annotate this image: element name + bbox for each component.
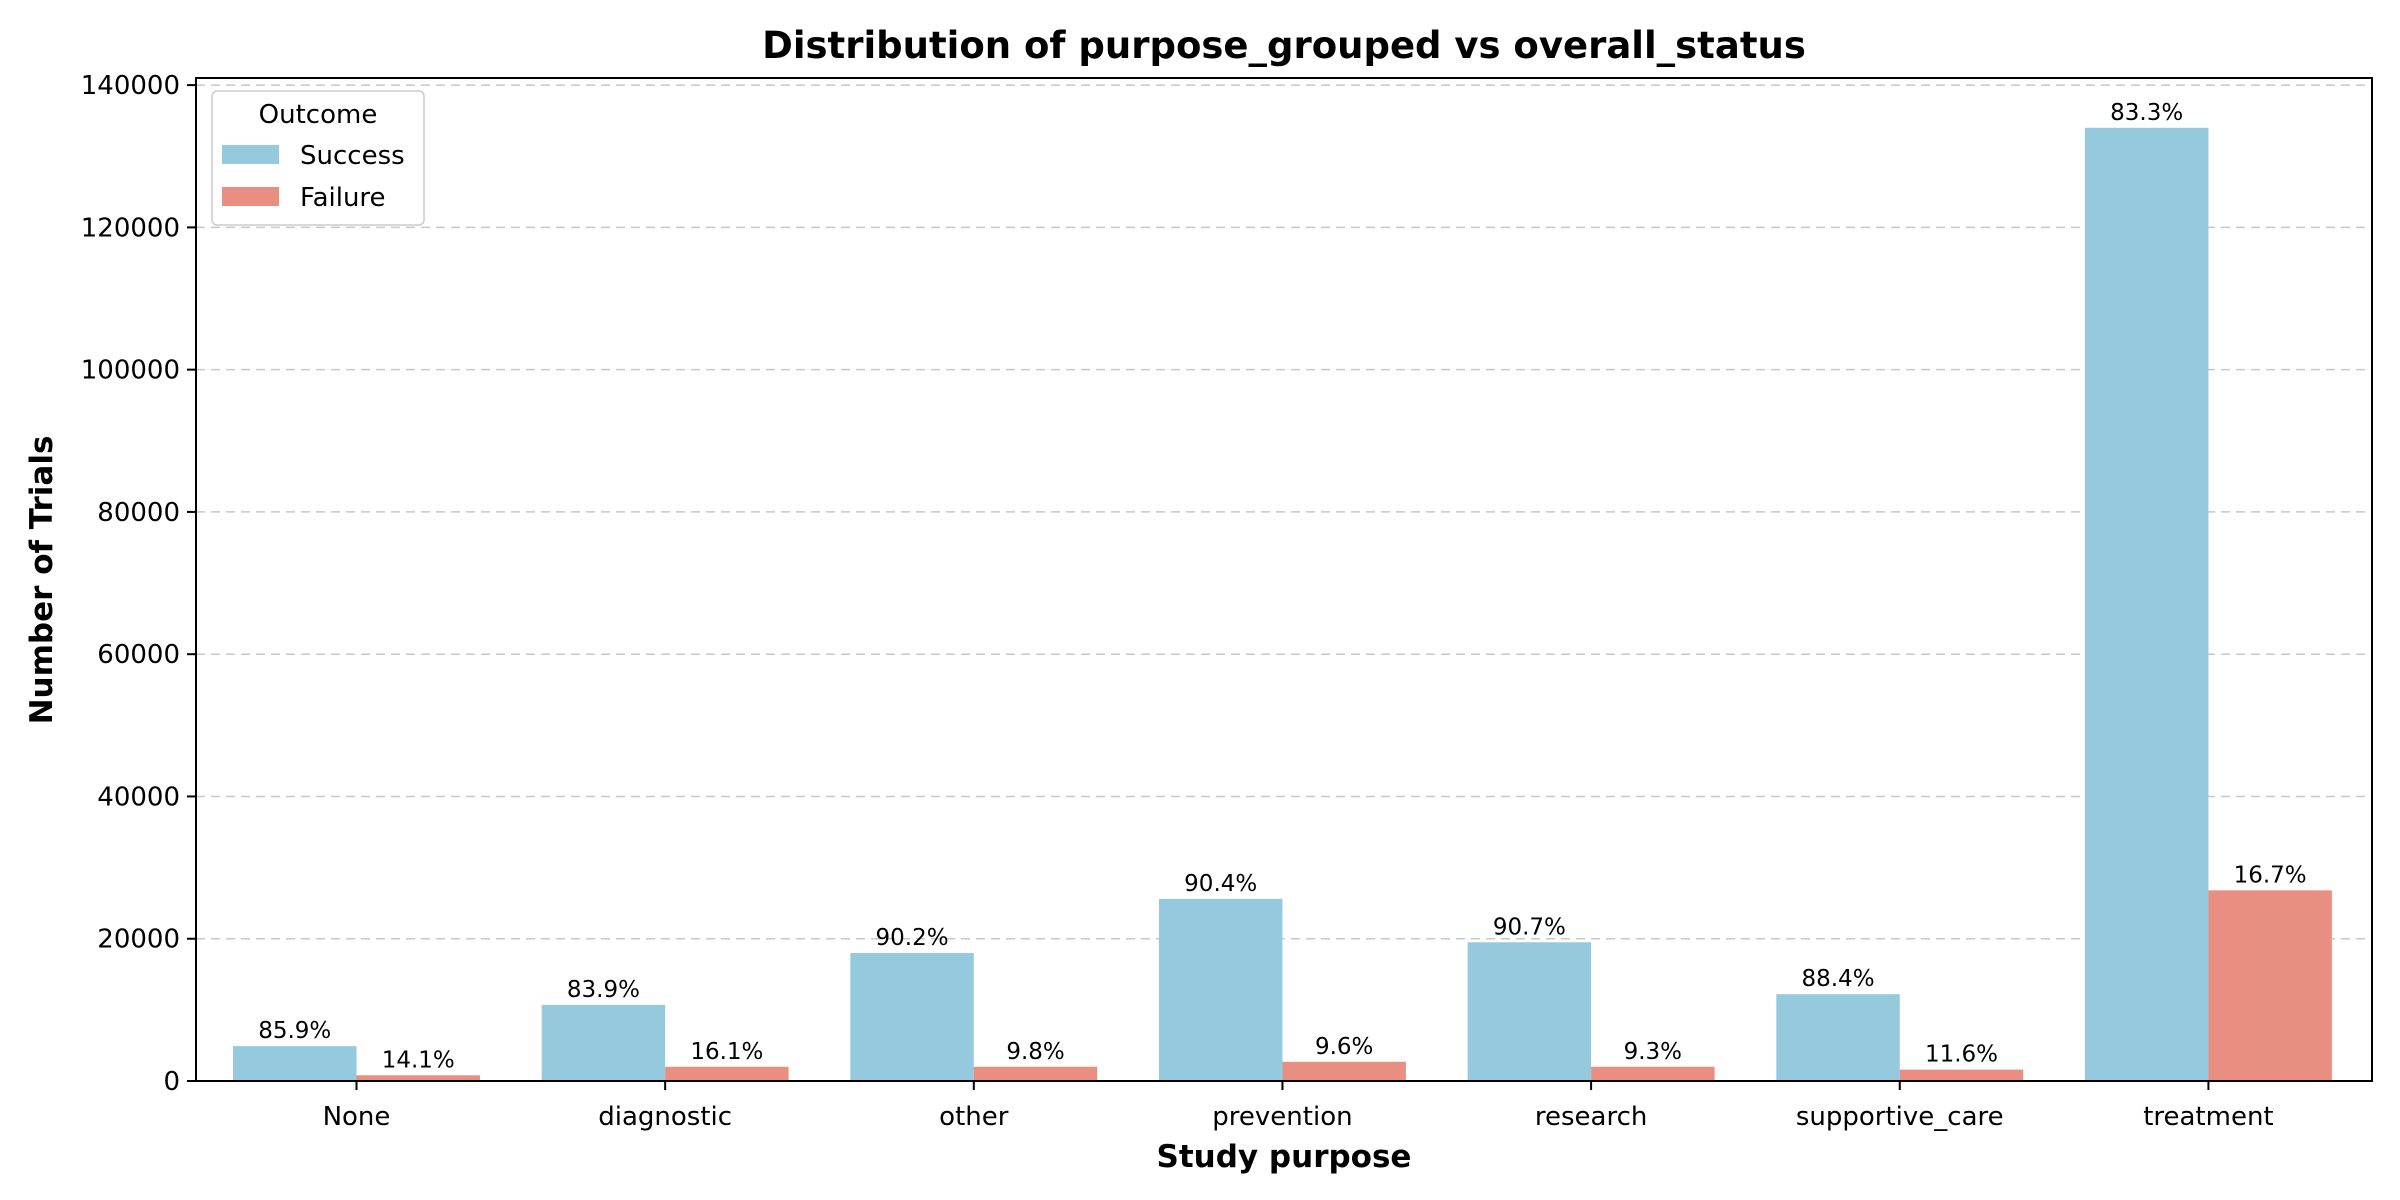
- y-axis-ticks: 0 20000 40000 60000 80000 100000 120000 140000: [81, 71, 196, 1097]
- x-tick-label: prevention: [1212, 1102, 1352, 1132]
- legend-title: Outcome: [259, 100, 378, 130]
- legend-swatch-failure: [222, 187, 279, 206]
- bar-success-supportive-care: [1776, 994, 1900, 1081]
- bar-success-none: [233, 1046, 357, 1081]
- chart-title: Distribution of purpose_grouped vs overa…: [762, 24, 1806, 67]
- y-tick-label: 100000: [81, 356, 180, 386]
- bar-failure-prevention: [1282, 1061, 1406, 1081]
- bar-success-diagnostic: [541, 1004, 666, 1081]
- bar-label: 88.4%: [1801, 966, 1874, 992]
- x-axis-ticks: None diagnostic other prevention research sup…: [323, 1081, 2274, 1132]
- bar-success-other: [850, 952, 974, 1081]
- bar-label: 85.9%: [258, 1018, 331, 1044]
- bar-failure-supportive-care: [1899, 1069, 2024, 1081]
- bar-failure-other: [973, 1066, 1098, 1081]
- bar-failure-treatment: [2208, 890, 2332, 1081]
- legend-label-success: Success: [300, 141, 405, 171]
- y-tick-label: 20000: [97, 925, 180, 955]
- bar-success-research: [1467, 942, 1592, 1081]
- y-tick-label: 40000: [97, 782, 180, 812]
- bar-labels: 85.9% 14.1% 83.9% 16.1% 90.2% 9.8% 90.4% 9.6% 90…: [258, 100, 2306, 1074]
- y-axis-label: Number of Trials: [24, 436, 60, 725]
- bar-label: 9.8%: [1006, 1039, 1064, 1065]
- x-tick-label: treatment: [2143, 1102, 2273, 1132]
- bar-label: 9.3%: [1624, 1039, 1682, 1065]
- bar-failure-research: [1591, 1066, 1715, 1081]
- y-tick-label: 60000: [97, 640, 180, 670]
- x-axis-label: Study purpose: [1157, 1139, 1412, 1175]
- y-tick-label: 80000: [97, 498, 180, 528]
- y-tick-label: 0: [163, 1067, 180, 1097]
- x-tick-label: None: [323, 1102, 391, 1132]
- bar-failure-none: [356, 1075, 480, 1081]
- grid-lines: [196, 84, 2372, 940]
- bar-label: 90.2%: [876, 925, 949, 951]
- legend: Outcome Success Failure: [211, 90, 425, 226]
- x-tick-label: supportive_care: [1796, 1102, 2004, 1132]
- y-tick-label: 140000: [81, 71, 180, 101]
- bar-success-prevention: [1158, 898, 1283, 1081]
- x-tick-label: diagnostic: [598, 1102, 732, 1132]
- bar-label: 90.7%: [1493, 914, 1566, 940]
- bar-label: 83.9%: [567, 977, 640, 1003]
- bar-failure-diagnostic: [665, 1066, 789, 1081]
- plot-frame: [195, 77, 2373, 1082]
- bar-label: 11.6%: [1925, 1042, 1998, 1068]
- bar-label: 16.1%: [690, 1039, 763, 1065]
- bar-success-treatment: [2084, 127, 2209, 1082]
- bar-label: 16.7%: [2234, 862, 2307, 888]
- bars: [233, 127, 2332, 1082]
- x-tick-label: research: [1535, 1102, 1647, 1132]
- bar-label: 14.1%: [382, 1047, 455, 1073]
- bar-label: 9.6%: [1315, 1034, 1373, 1060]
- legend-label-failure: Failure: [300, 183, 386, 213]
- legend-swatch-success: [222, 145, 279, 164]
- bar-label: 90.4%: [1184, 871, 1257, 897]
- x-tick-label: other: [939, 1102, 1009, 1132]
- y-tick-label: 120000: [81, 213, 180, 243]
- bar-label: 83.3%: [2110, 100, 2183, 126]
